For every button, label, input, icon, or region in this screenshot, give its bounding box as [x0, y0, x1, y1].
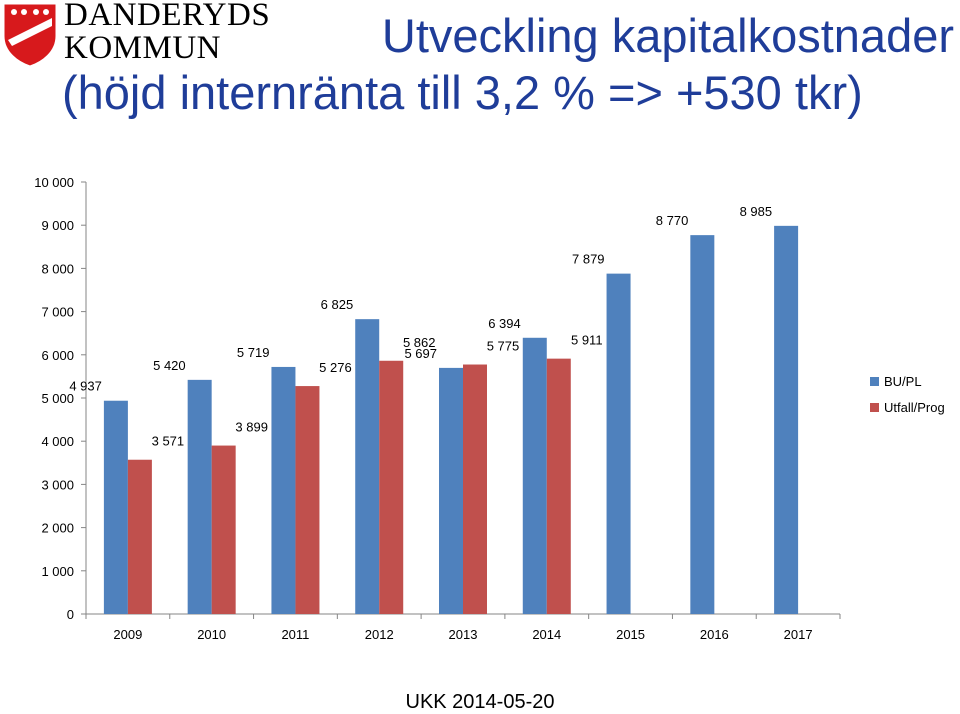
bar-utfall-prog	[211, 445, 236, 614]
bar-utfall-prog	[379, 360, 404, 614]
chart-title-line1: Utveckling kapitalkostnader	[381, 9, 954, 62]
logo-text-kommun: KOMMUN	[64, 30, 222, 66]
y-tick-label: 9 000	[41, 218, 74, 233]
legend-label: Utfall/Prog	[884, 400, 945, 415]
data-label: 5 719	[237, 345, 270, 360]
data-label: 8 770	[656, 213, 689, 228]
bar-bu-pl	[271, 366, 296, 614]
bar-utfall-prog	[295, 386, 320, 614]
bar-bu-pl	[355, 319, 380, 614]
legend-swatch	[870, 377, 879, 386]
bar-utfall-prog	[463, 364, 487, 614]
data-label: 5 420	[153, 358, 186, 373]
x-tick-label: 2010	[197, 627, 226, 642]
y-tick-label: 0	[67, 607, 74, 622]
y-tick-label: 10 000	[34, 175, 74, 190]
danderyds-kommun-logo: DANDERYDS KOMMUN	[0, 0, 290, 72]
x-tick-label: 2011	[281, 627, 309, 642]
data-label: 4 937	[69, 379, 102, 394]
bar-chart: 0 1 000 2 000 3 000 4 000 5 000 6 000 7 000 8 00…	[34, 175, 945, 642]
data-label: 8 985	[740, 204, 773, 219]
logo-text-danderyds: DANDERYDS	[64, 0, 271, 33]
data-label: 6 825	[321, 297, 354, 312]
data-label: 5 911	[571, 333, 603, 348]
y-tick-label: 4 000	[41, 434, 74, 449]
x-tick-label: 2016	[700, 627, 729, 642]
data-label: 5 697	[404, 346, 437, 361]
y-tick-label: 5 000	[41, 391, 74, 406]
x-tick-label: 2014	[532, 627, 561, 642]
data-label: 5 276	[319, 360, 352, 375]
y-tick-label: 8 000	[41, 261, 74, 276]
y-tick-label: 2 000	[41, 521, 74, 536]
x-tick-label: 2017	[784, 627, 813, 642]
data-label: 3 571	[152, 434, 185, 449]
data-label: 5 775	[487, 339, 520, 354]
data-label: 6 394	[488, 316, 521, 331]
bar-bu-pl	[187, 379, 212, 614]
data-label: 3 899	[235, 420, 268, 435]
footer-date: UKK 2014-05-20	[405, 691, 555, 713]
bar-bu-pl	[690, 235, 715, 615]
bar-bu-pl	[774, 225, 799, 614]
data-label: 5 862	[403, 335, 436, 350]
data-label: 7 879	[572, 252, 605, 267]
y-tick-label: 1 000	[41, 564, 74, 579]
chart-title-line2: (höjd internränta till 3,2 % => +530 tkr…	[62, 66, 863, 119]
y-tick-label: 6 000	[41, 348, 74, 363]
bar-utfall-prog	[546, 358, 571, 614]
bar-utfall-prog	[127, 459, 152, 614]
y-tick-label: 7 000	[41, 305, 74, 320]
x-tick-label: 2015	[616, 627, 645, 642]
bar-bu-pl	[439, 367, 463, 614]
legend-swatch	[870, 403, 879, 412]
x-tick-label: 2012	[365, 627, 394, 642]
bar-bu-pl	[606, 273, 631, 614]
bar-bu-pl	[522, 337, 547, 614]
x-tick-label: 2013	[449, 627, 478, 642]
coat-of-arms-icon	[3, 3, 57, 67]
y-tick-label: 3 000	[41, 477, 74, 492]
bar-bu-pl	[103, 400, 128, 614]
legend-label: BU/PL	[884, 374, 922, 389]
x-tick-label: 2009	[113, 627, 142, 642]
